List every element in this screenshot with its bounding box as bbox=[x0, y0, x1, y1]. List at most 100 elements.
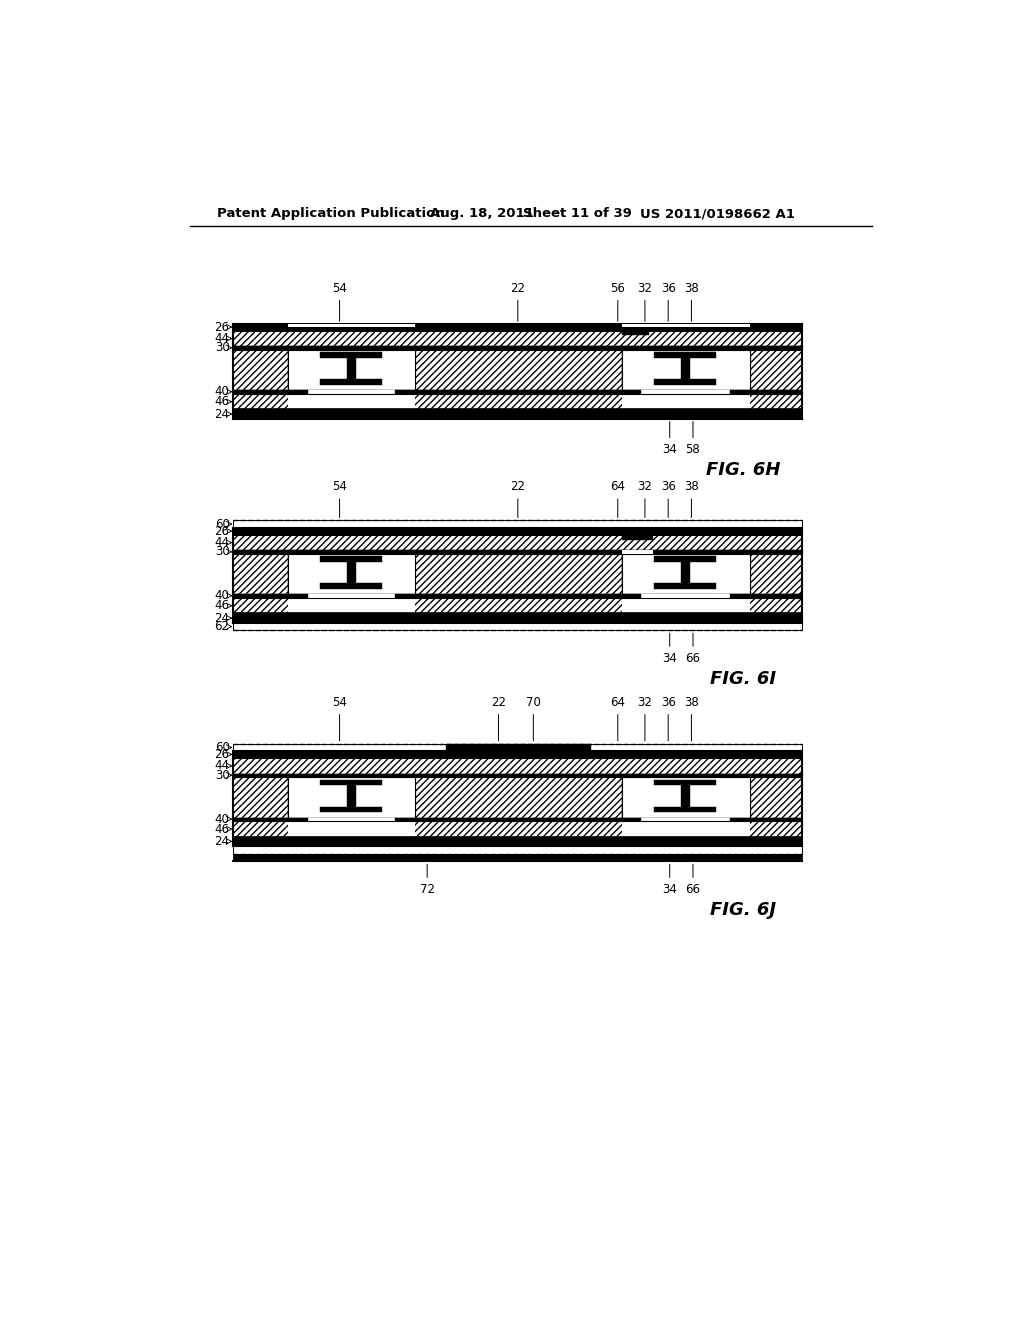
Bar bbox=[232, 758, 802, 774]
Bar bbox=[289, 554, 321, 594]
Text: 34: 34 bbox=[663, 865, 677, 896]
Bar bbox=[730, 594, 750, 598]
Text: 36: 36 bbox=[660, 480, 676, 517]
Bar bbox=[395, 395, 415, 409]
Bar bbox=[654, 557, 716, 562]
Bar bbox=[395, 821, 415, 837]
Bar bbox=[321, 807, 382, 812]
Bar bbox=[289, 594, 415, 598]
Text: 24: 24 bbox=[214, 408, 229, 421]
Bar bbox=[730, 821, 750, 837]
Text: 24: 24 bbox=[214, 834, 229, 847]
Bar bbox=[622, 395, 641, 409]
Bar bbox=[289, 395, 308, 409]
Bar bbox=[622, 350, 750, 391]
Text: Aug. 18, 2011: Aug. 18, 2011 bbox=[430, 207, 534, 220]
Text: 30: 30 bbox=[215, 545, 229, 558]
Bar bbox=[232, 331, 802, 346]
Text: 34: 34 bbox=[663, 634, 677, 665]
Bar bbox=[654, 583, 716, 589]
Bar bbox=[622, 821, 750, 837]
Bar bbox=[289, 817, 415, 821]
Bar bbox=[232, 837, 802, 846]
Bar bbox=[289, 350, 321, 391]
Bar bbox=[622, 598, 750, 614]
Bar bbox=[232, 743, 802, 751]
Bar bbox=[730, 598, 750, 614]
Bar bbox=[232, 554, 289, 594]
Bar bbox=[232, 598, 802, 614]
Text: 26: 26 bbox=[214, 748, 229, 760]
Bar bbox=[321, 352, 382, 358]
Bar bbox=[622, 594, 750, 598]
Text: 40: 40 bbox=[215, 813, 229, 825]
Bar bbox=[232, 751, 802, 758]
Bar bbox=[232, 520, 802, 528]
Bar bbox=[622, 550, 652, 554]
Bar bbox=[730, 395, 750, 409]
Bar bbox=[622, 391, 641, 395]
Text: 44: 44 bbox=[214, 759, 229, 772]
Bar bbox=[382, 350, 415, 391]
Bar bbox=[654, 352, 716, 358]
Bar bbox=[289, 777, 321, 817]
Bar bbox=[750, 777, 802, 817]
Bar bbox=[346, 358, 356, 379]
Text: 36: 36 bbox=[660, 696, 676, 741]
Text: 54: 54 bbox=[332, 696, 347, 741]
Text: 22: 22 bbox=[490, 696, 506, 741]
Bar bbox=[395, 598, 415, 614]
Bar bbox=[681, 358, 690, 379]
Bar bbox=[690, 785, 716, 807]
Bar bbox=[622, 535, 652, 540]
Text: 44: 44 bbox=[214, 536, 229, 549]
Bar bbox=[622, 323, 750, 327]
Bar bbox=[289, 391, 415, 395]
Text: 54: 54 bbox=[332, 480, 347, 517]
Bar bbox=[321, 557, 382, 562]
Bar bbox=[232, 614, 802, 623]
Bar bbox=[716, 350, 750, 391]
Bar bbox=[232, 535, 802, 550]
Bar bbox=[289, 391, 308, 395]
Text: 56: 56 bbox=[610, 281, 626, 321]
Bar bbox=[232, 623, 802, 631]
Text: 26: 26 bbox=[214, 524, 229, 537]
Text: 62: 62 bbox=[214, 620, 229, 634]
Text: 22: 22 bbox=[510, 281, 525, 321]
Bar bbox=[654, 780, 716, 785]
Text: 66: 66 bbox=[685, 865, 700, 896]
Text: 38: 38 bbox=[684, 281, 698, 321]
Bar bbox=[232, 777, 289, 817]
Text: 40: 40 bbox=[215, 385, 229, 399]
Bar bbox=[654, 379, 716, 385]
Bar bbox=[289, 395, 415, 409]
Text: FIG. 6H: FIG. 6H bbox=[707, 461, 780, 479]
Bar bbox=[232, 346, 802, 350]
Text: 46: 46 bbox=[214, 599, 229, 612]
Bar bbox=[289, 598, 308, 614]
Bar bbox=[289, 777, 415, 817]
Bar bbox=[232, 395, 802, 409]
Bar bbox=[415, 554, 622, 594]
Bar bbox=[289, 594, 308, 598]
Bar bbox=[346, 785, 356, 807]
Text: 46: 46 bbox=[214, 395, 229, 408]
Text: 26: 26 bbox=[214, 321, 229, 334]
Text: 72: 72 bbox=[420, 865, 434, 896]
Bar bbox=[395, 391, 415, 395]
Text: 32: 32 bbox=[638, 480, 652, 517]
Text: 40: 40 bbox=[215, 589, 229, 602]
Bar bbox=[289, 350, 415, 391]
Bar bbox=[356, 785, 382, 807]
Bar bbox=[232, 409, 802, 418]
Bar bbox=[716, 777, 750, 817]
Bar bbox=[395, 817, 415, 821]
Bar bbox=[395, 594, 415, 598]
Bar bbox=[356, 358, 382, 379]
Text: 60: 60 bbox=[215, 517, 229, 531]
Bar bbox=[622, 350, 654, 391]
Bar bbox=[321, 583, 382, 589]
Text: 60: 60 bbox=[215, 741, 229, 754]
Bar bbox=[690, 562, 716, 583]
